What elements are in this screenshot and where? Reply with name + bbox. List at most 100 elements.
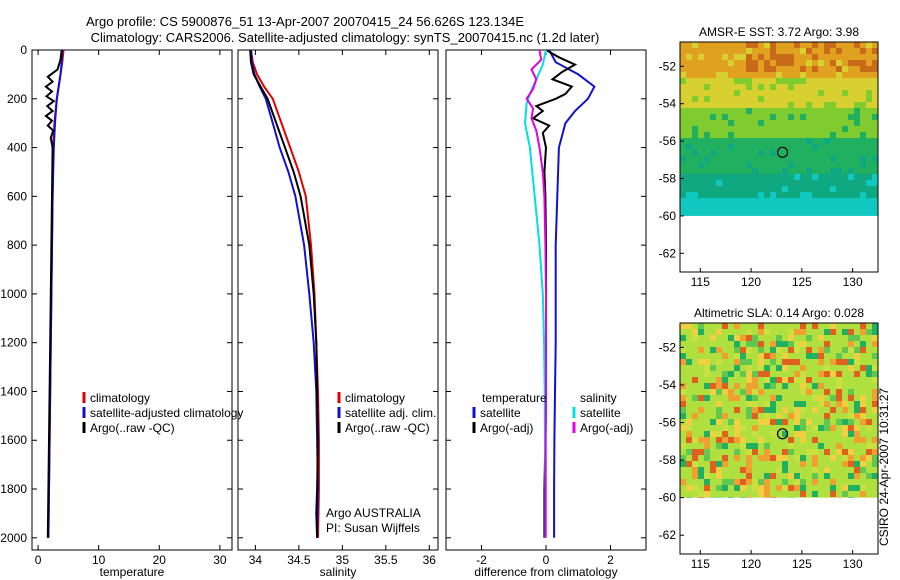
- sst-map-cell: [692, 150, 698, 156]
- sst-map-cell: [782, 174, 788, 180]
- sla-map-cell: [872, 431, 878, 437]
- sla-map-cell: [728, 395, 734, 401]
- sst-map-cell: [704, 114, 710, 120]
- sla-map-cell: [806, 407, 812, 413]
- sla-map-cell: [836, 461, 842, 467]
- sla-map-cell: [824, 323, 830, 329]
- sla-map-cell: [842, 383, 848, 389]
- sla-map-cell: [758, 497, 764, 498]
- sst-map-cell: [782, 48, 788, 54]
- sla-map-cell: [716, 497, 722, 498]
- sst-map-cell: [854, 150, 860, 156]
- sst-map-cell: [770, 198, 776, 204]
- sla-map-cell: [788, 443, 794, 449]
- sla-map-cell: [842, 335, 848, 341]
- sst-map-cell: [704, 72, 710, 78]
- sla-map-cell: [866, 335, 872, 341]
- sst-map-cell: [800, 126, 806, 132]
- sla-map-cell: [752, 395, 758, 401]
- sst-map-cell: [824, 102, 830, 108]
- sst-map-cell: [758, 84, 764, 90]
- temperature-ytick-label: 2000: [0, 531, 27, 545]
- sla-map-cell: [770, 461, 776, 467]
- sst-map-cell: [812, 162, 818, 168]
- sla-map-cell: [716, 443, 722, 449]
- sla-map-cell: [860, 413, 866, 419]
- sla-map-cell: [758, 455, 764, 461]
- sla-map-cell: [836, 425, 842, 431]
- sla-map-cell: [782, 455, 788, 461]
- sst-map-cell: [764, 72, 770, 78]
- sst-map-cell: [824, 204, 830, 210]
- sst-map-cell: [746, 156, 752, 162]
- sla-map-cell: [854, 371, 860, 377]
- sla-map-cell: [770, 437, 776, 443]
- sst-map-cell: [800, 96, 806, 102]
- sla-map-cell: [818, 365, 824, 371]
- sla-map-cell: [794, 413, 800, 419]
- sla-map-cell: [830, 335, 836, 341]
- sla-map-cell: [860, 323, 866, 329]
- sst-map-cell: [740, 174, 746, 180]
- sla-map-cell: [710, 473, 716, 479]
- sla-map-cell: [830, 479, 836, 485]
- sst-map-cell: [680, 144, 686, 150]
- sla-map-cell: [740, 455, 746, 461]
- sst-map-cell: [770, 204, 776, 210]
- difference-legend-label: Argo(-adj): [580, 421, 633, 435]
- sst-map-cell: [734, 72, 740, 78]
- sla-map-cell: [740, 497, 746, 498]
- sla-map-cell: [782, 359, 788, 365]
- sla-map-cell: [842, 407, 848, 413]
- sla-map-cell: [758, 395, 764, 401]
- sla-map-cell: [722, 491, 728, 497]
- sla-map-cell: [740, 383, 746, 389]
- sla-map-cell: [698, 467, 704, 473]
- sla-map-cell: [728, 347, 734, 353]
- sst-map-cell: [728, 186, 734, 192]
- sst-map-cell: [752, 132, 758, 138]
- sst-map-cell: [836, 174, 842, 180]
- sst-map-cell: [728, 126, 734, 132]
- sst-map-cell: [806, 132, 812, 138]
- sst-map-cell: [776, 174, 782, 180]
- sla-map-cell: [860, 389, 866, 395]
- sla-map-cell: [860, 437, 866, 443]
- sst-map-cell: [824, 66, 830, 72]
- sst-map-cell: [716, 60, 722, 66]
- sst-map-cell: [710, 132, 716, 138]
- sla-map-cell: [848, 329, 854, 335]
- sla-map-cell: [722, 455, 728, 461]
- sst-map-cell: [830, 144, 836, 150]
- sst-map-cell: [854, 114, 860, 120]
- sst-map-cell: [848, 210, 854, 216]
- sla-map-cell: [806, 491, 812, 497]
- sst-map-cell: [854, 168, 860, 174]
- sst-map-cell: [824, 84, 830, 90]
- sst-map-cell: [830, 132, 836, 138]
- sla-map-cell: [824, 491, 830, 497]
- sst-map-cell: [710, 48, 716, 54]
- sst-map-cell: [842, 144, 848, 150]
- sla-map-cell: [794, 389, 800, 395]
- sla-map-cell: [734, 419, 740, 425]
- sla-map-cell: [698, 437, 704, 443]
- sla-map-cell: [848, 431, 854, 437]
- sst-map-cell: [776, 96, 782, 102]
- sla-map-cell: [704, 497, 710, 498]
- sla-map-cell: [854, 431, 860, 437]
- sla-map-cell: [680, 377, 686, 383]
- sla-map-cell: [824, 389, 830, 395]
- sla-map-cell: [830, 467, 836, 473]
- sst-map-cell: [866, 192, 872, 198]
- sst-map-cell: [740, 42, 746, 48]
- sla-map-cell: [680, 347, 686, 353]
- sla-map-cell: [740, 413, 746, 419]
- sla-map-cell: [854, 323, 860, 329]
- sst-map-cell: [764, 150, 770, 156]
- sla-map-cell: [710, 341, 716, 347]
- sst-map-cell: [866, 168, 872, 174]
- sla-map-cell: [836, 371, 842, 377]
- sla-map-cell: [788, 365, 794, 371]
